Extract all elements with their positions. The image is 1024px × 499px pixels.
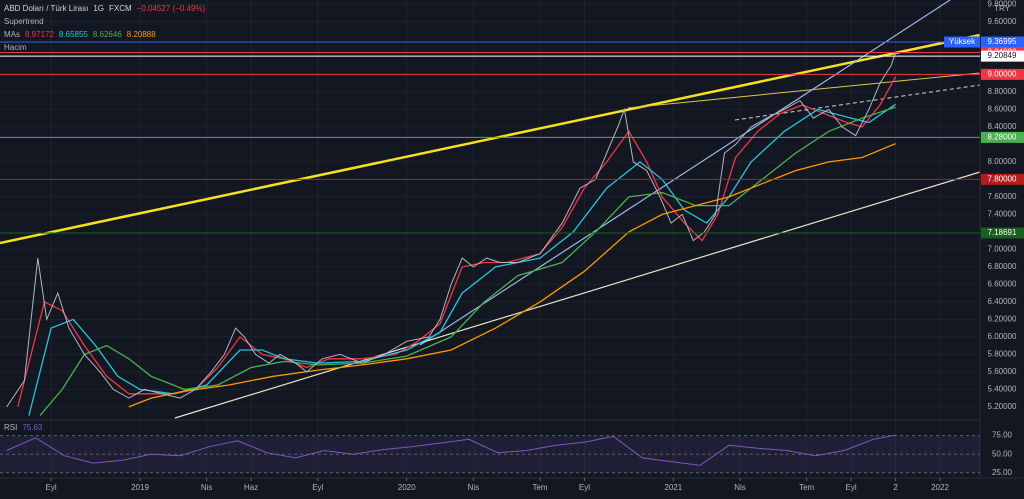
x-tick-label: Haz — [244, 483, 258, 492]
rsi-label: RSI — [4, 423, 17, 432]
rsi-tick-label: 25.00 — [992, 468, 1013, 477]
price-tag-label: 9.00000 — [988, 69, 1017, 78]
ma-line — [28, 103, 896, 416]
y-tick-label: 8.40000 — [988, 122, 1017, 131]
x-tick-label: 2020 — [398, 483, 416, 492]
x-tick-label: Nis — [468, 483, 480, 492]
symbol-title: ABD Doları / Türk Lirası 1G FXCM −0.04527 (… — [4, 4, 206, 13]
x-tick-label: Tem — [532, 483, 547, 492]
price-tag — [981, 227, 1024, 239]
x-tick-label: Nis — [734, 483, 746, 492]
rsi-line — [6, 434, 896, 466]
y-tick-label: 5.20000 — [988, 402, 1017, 411]
price-tag-name-bg — [944, 36, 980, 48]
price-tag-label: 7.80000 — [988, 174, 1017, 183]
x-tick-label: Nis — [201, 483, 213, 492]
x-tick-label: Tem — [799, 483, 814, 492]
price-tag-label: 7.18691 — [988, 228, 1017, 237]
trend-line — [419, 0, 951, 346]
price-tag-label: 9.36995 — [988, 37, 1017, 46]
source: FXCM — [109, 4, 132, 13]
price-tag-label: 9.20849 — [988, 51, 1017, 60]
indicator-label: Supertrend — [4, 17, 44, 26]
indicator-label: Hacim — [4, 43, 27, 52]
y-tick-label: 5.40000 — [988, 384, 1017, 393]
axis-unit: TRY — [994, 4, 1011, 13]
x-tick-label: 2022 — [931, 483, 949, 492]
y-tick-label: 7.60000 — [988, 192, 1017, 201]
price-tag — [981, 36, 1024, 48]
ma-value: 8.97172 — [25, 30, 54, 39]
x-tick-label: Eyl — [579, 483, 590, 492]
trend-line — [627, 72, 981, 109]
y-tick-label: 8.80000 — [988, 87, 1017, 96]
interval: 1G — [93, 4, 104, 13]
price-tag-name: Yüksek — [949, 37, 976, 46]
rsi-tick-label: 75.00 — [992, 431, 1013, 440]
x-tick-label: 2021 — [664, 483, 682, 492]
price-tag-label: 8.28000 — [988, 132, 1017, 141]
trend-line — [174, 171, 981, 419]
x-tick-label: 2 — [893, 483, 898, 492]
x-tick-label: Eyl — [312, 483, 323, 492]
ma-line — [17, 76, 897, 408]
y-tick-label: 7.40000 — [988, 209, 1017, 218]
ma-label: MAs — [4, 30, 20, 39]
trend-line — [734, 84, 981, 121]
ma-value: 8.62646 — [93, 30, 122, 39]
x-tick-label: 2019 — [131, 483, 149, 492]
y-tick-label: 6.20000 — [988, 314, 1017, 323]
change: −0.04527 (−0.49%) — [137, 4, 206, 13]
ma-line — [128, 142, 896, 408]
y-tick-label: 7.00000 — [988, 244, 1017, 253]
y-tick-label: 9.60000 — [988, 17, 1017, 26]
ma-value: 8.65855 — [59, 30, 88, 39]
y-tick-label: 9.80000 — [988, 0, 1017, 8]
ma-legend: MAs 8.97172 8.65855 8.62646 8.20888 — [4, 30, 156, 39]
y-tick-label: 8.60000 — [988, 104, 1017, 113]
y-tick-label: 5.60000 — [988, 367, 1017, 376]
rsi-tick-label: 50.00 — [992, 449, 1013, 458]
y-tick-label: 5.80000 — [988, 349, 1017, 358]
price-tag — [981, 131, 1024, 143]
grid — [0, 0, 980, 478]
symbol: ABD Doları / Türk Lirası — [4, 4, 88, 13]
y-tick-label: 6.80000 — [988, 262, 1017, 271]
price-tag — [981, 173, 1024, 185]
y-tick-label: 6.60000 — [988, 279, 1017, 288]
price-tag — [981, 50, 1024, 62]
price-tag — [981, 68, 1024, 80]
rsi-band — [0, 435, 980, 473]
ma-value: 8.20888 — [127, 30, 156, 39]
x-tick-label: Eyl — [46, 483, 57, 492]
y-tick-label: 6.40000 — [988, 297, 1017, 306]
rsi-legend: RSI 75.63 — [4, 423, 43, 432]
price-line — [6, 52, 897, 408]
y-tick-label: 8.00000 — [988, 157, 1017, 166]
x-tick-label: Eyl — [846, 483, 857, 492]
y-tick-label: 6.00000 — [988, 332, 1017, 341]
trend-line — [0, 33, 981, 245]
rsi-value: 75.63 — [22, 423, 43, 432]
